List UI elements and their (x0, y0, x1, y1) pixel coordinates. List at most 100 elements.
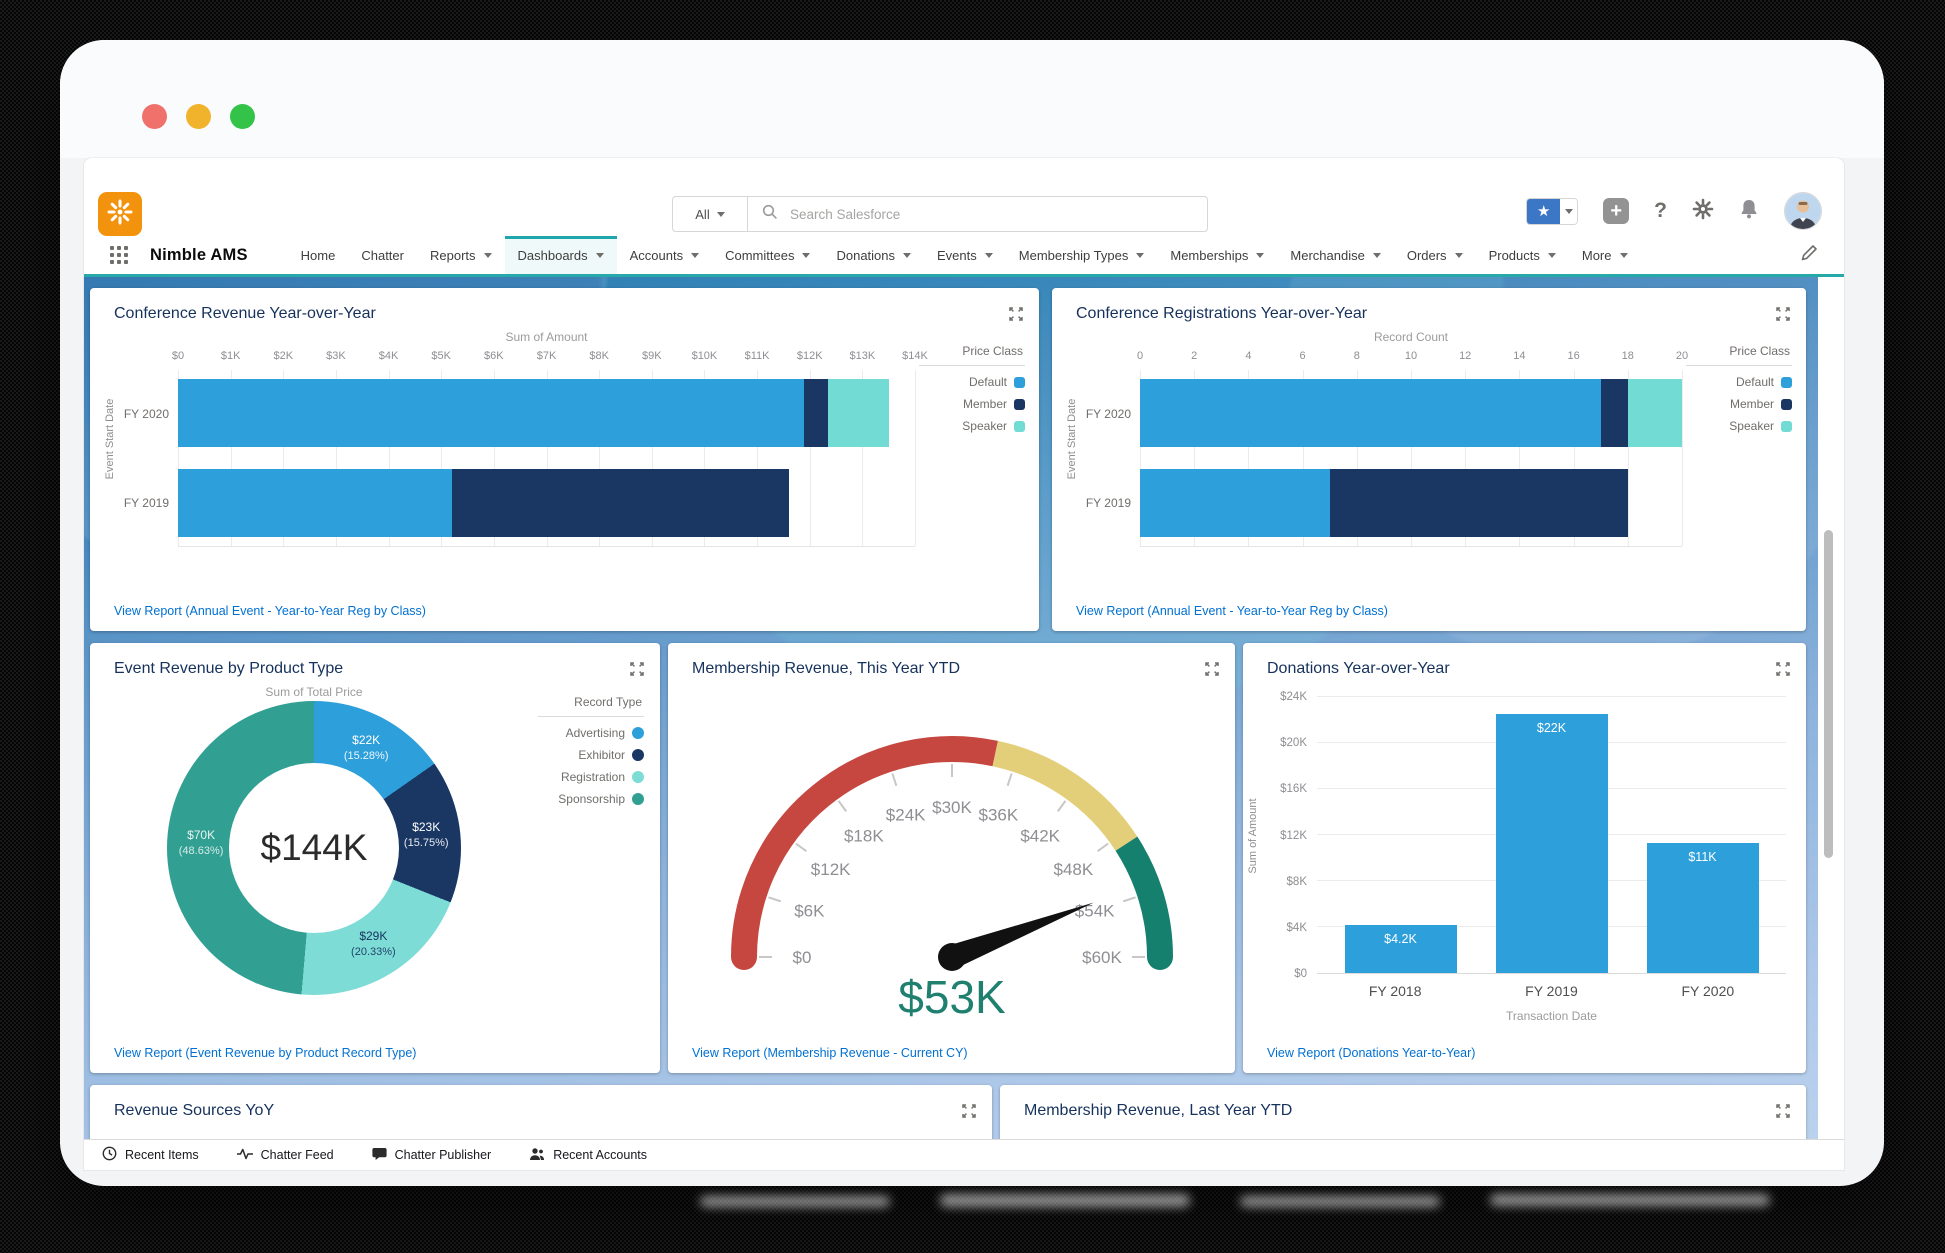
tab-accounts[interactable]: Accounts (617, 236, 712, 274)
bar-segment-speaker[interactable] (828, 378, 889, 448)
tab-label: Reports (429, 247, 476, 263)
view-report-link[interactable]: View Report (Membership Revenue - Curren… (692, 1046, 968, 1060)
gridline (335, 370, 337, 546)
view-report-link[interactable]: View Report (Annual Event - Year-to-Year… (1076, 604, 1388, 618)
tab-home[interactable]: Home (288, 236, 349, 274)
card-membership-revenue-this-year: Membership Revenue, This Year YTD $0 $6K $… (668, 643, 1235, 1073)
app-launcher-waffle-icon[interactable] (110, 246, 128, 264)
axis-tick: $16K (1280, 783, 1307, 796)
legend-entry-default: Default (1686, 375, 1792, 389)
tab-more[interactable]: More (1569, 236, 1641, 274)
expand-icon[interactable] (1205, 662, 1219, 681)
scrollbar-gutter (1818, 277, 1844, 1140)
axis-tick: $3K (326, 350, 346, 362)
tab-membership-types[interactable]: Membership Types (1006, 236, 1158, 274)
slice-percent: (15.75%) (403, 836, 449, 849)
tab-events[interactable]: Events (924, 236, 1006, 274)
utility-item-chatter-publisher[interactable]: Chatter Publisher (372, 1147, 491, 1164)
expand-icon[interactable] (1776, 307, 1790, 326)
view-report-link[interactable]: View Report (Event Revenue by Product Re… (114, 1046, 417, 1060)
expand-icon[interactable] (1776, 1104, 1790, 1123)
scrollbar-thumb[interactable] (1824, 530, 1833, 858)
axis-tick: $11K (744, 350, 770, 362)
tab-merchandise[interactable]: Merchandise (1277, 236, 1393, 274)
bar-fy-2020[interactable]: $11K (1646, 843, 1759, 973)
gridline (1465, 370, 1467, 546)
tab-donations[interactable]: Donations (823, 236, 924, 274)
card-title: Conference Registrations Year-over-Year (1076, 305, 1368, 322)
bar-segment-member[interactable] (804, 378, 829, 448)
close-window-button[interactable] (142, 104, 167, 129)
help-icon[interactable]: ? (1654, 199, 1667, 222)
tab-dashboards[interactable]: Dashboards (504, 236, 617, 274)
global-header: All ★ (84, 158, 1844, 236)
tab-label: Chatter (361, 247, 404, 263)
view-report-link[interactable]: View Report (Annual Event - Year-to-Year… (114, 604, 426, 618)
bar-fy-2019[interactable]: $22K (1495, 714, 1608, 973)
card-revenue-sources-yoy: Revenue Sources YoY (90, 1085, 992, 1140)
edit-pencil-icon[interactable] (1801, 244, 1818, 266)
axis-tick: $2K (273, 350, 294, 362)
bar-segment-member[interactable] (451, 468, 789, 538)
card-title: Event Revenue by Product Type (114, 660, 344, 677)
axis-tick: $9K (641, 350, 662, 362)
minimize-window-button[interactable] (186, 104, 211, 129)
tab-products[interactable]: Products (1476, 236, 1569, 274)
axis-tick: $4K (378, 350, 399, 362)
view-report-link[interactable]: View Report (Donations Year-to-Year) (1267, 1046, 1476, 1060)
favorites-dropdown-button[interactable] (1560, 198, 1578, 224)
search-scope-selector[interactable]: All (673, 197, 748, 231)
tab-orders[interactable]: Orders (1394, 236, 1476, 274)
bar-fy-2018[interactable]: $4.2K (1344, 924, 1457, 973)
bar-value-label: $22K (1536, 721, 1567, 736)
expand-icon[interactable] (962, 1104, 976, 1123)
tab-reports[interactable]: Reports (417, 236, 505, 274)
y-axis-title-text: Sum of Amount (1247, 797, 1259, 874)
bar-segment-default[interactable] (178, 378, 805, 448)
y-axis-title-text: Event Start Date (1066, 398, 1078, 479)
user-avatar[interactable] (1784, 192, 1822, 230)
utility-item-recent-items[interactable]: Recent Items (102, 1146, 199, 1164)
utility-item-recent-accounts[interactable]: Recent Accounts (529, 1147, 647, 1164)
bar-fy-2020 (1140, 378, 1682, 448)
y-axis-title-text: Event Start Date (104, 398, 116, 479)
slice-label-registration: $29K (20.33%) (351, 929, 396, 959)
gridline (1194, 370, 1196, 546)
gridline (809, 370, 811, 546)
bar-segment-default[interactable] (178, 468, 452, 538)
axis-tick: $12K (796, 350, 823, 362)
global-add-button[interactable]: + (1603, 198, 1630, 224)
bar-segment-default[interactable] (1140, 378, 1601, 448)
gauge-needle[interactable] (947, 902, 1094, 969)
expand-icon[interactable] (630, 662, 644, 681)
axis-tick: $6K (484, 350, 504, 362)
search-input[interactable] (788, 205, 1122, 223)
tab-memberships[interactable]: Memberships (1157, 236, 1277, 274)
gauge-needle-pivot (937, 943, 966, 971)
gridline (230, 370, 232, 546)
expand-icon[interactable] (1776, 662, 1790, 681)
gauge-tick-label: $0 (792, 948, 811, 967)
zoom-window-button[interactable] (230, 104, 255, 129)
legend-swatch (1014, 420, 1025, 432)
bar-segment-speaker[interactable] (1627, 378, 1682, 448)
expand-icon[interactable] (1009, 307, 1023, 326)
card-event-revenue-by-product-type: Event Revenue by Product Type Sum of Tot… (90, 643, 660, 1073)
axis-tick: 2 (1191, 350, 1198, 362)
tab-committees[interactable]: Committees (712, 236, 823, 274)
legend-swatch (632, 727, 644, 739)
notifications-bell-icon[interactable] (1739, 198, 1759, 225)
axis-tick: $20K (1280, 737, 1307, 750)
axis-tick: $8K (1286, 875, 1307, 888)
legend-label: Speaker (1729, 419, 1774, 433)
favorites-star-button[interactable]: ★ (1527, 198, 1561, 224)
utility-item-chatter-feed[interactable]: Chatter Feed (236, 1148, 334, 1163)
bar-segment-member[interactable] (1329, 468, 1628, 538)
bar-segment-default[interactable] (1140, 468, 1330, 538)
bar-segment-member[interactable] (1600, 378, 1628, 448)
axis-tick: $0 (171, 350, 185, 362)
card-conference-revenue-yoy: Conference Revenue Year-over-Year Event … (90, 288, 1039, 631)
setup-gear-icon[interactable] (1692, 198, 1714, 225)
gridline (1411, 370, 1412, 546)
tab-chatter[interactable]: Chatter (348, 236, 417, 274)
